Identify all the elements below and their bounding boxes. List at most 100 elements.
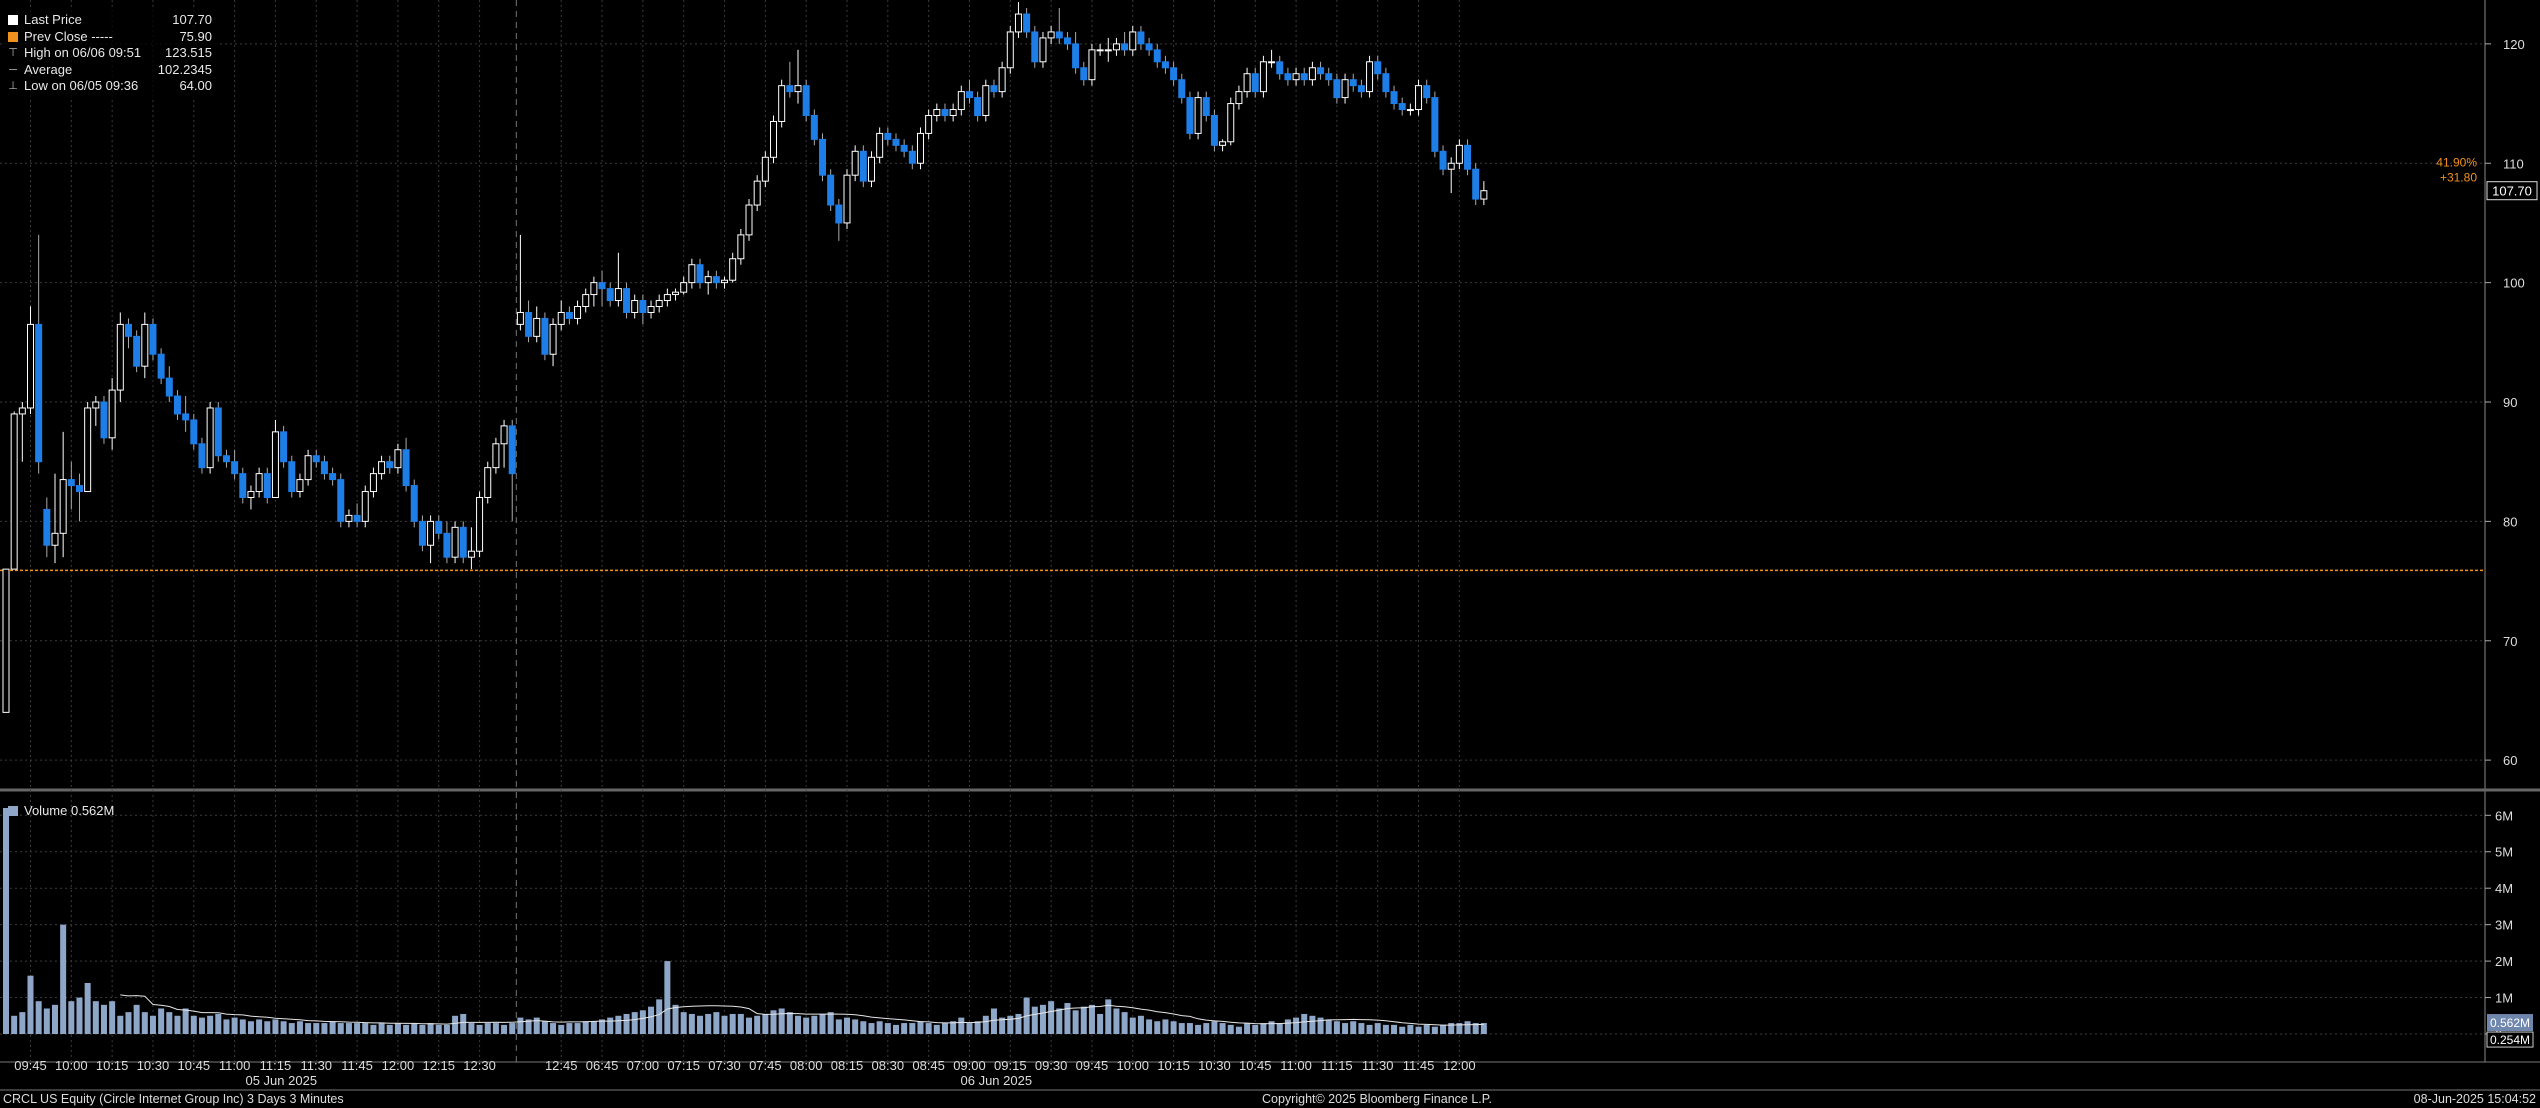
candle	[280, 425, 288, 468]
volume-bar	[648, 1006, 655, 1034]
volume-bar	[215, 1013, 222, 1034]
volume-bar	[639, 1010, 646, 1034]
candle	[925, 109, 933, 140]
time-tick-label: 12:00	[1443, 1058, 1476, 1073]
volume-bar	[1423, 1024, 1430, 1034]
candle-body	[1374, 61, 1382, 75]
candle	[1210, 109, 1218, 152]
candle	[712, 270, 720, 289]
candle	[1308, 61, 1316, 86]
candle	[18, 402, 26, 462]
candle	[655, 294, 663, 313]
candle-body	[467, 550, 475, 558]
volume-swatch	[8, 805, 18, 816]
volume-bar	[19, 1012, 26, 1034]
candle-body	[124, 323, 132, 337]
candle	[345, 509, 353, 528]
date-label: 06 Jun 2025	[961, 1073, 1033, 1088]
volume-bar	[354, 1023, 361, 1034]
candle	[157, 348, 165, 385]
volume-bar	[1039, 1004, 1046, 1034]
candle-body	[394, 449, 402, 469]
candle	[222, 449, 230, 468]
candle	[1423, 79, 1431, 104]
candle	[1251, 67, 1259, 98]
volume-bar	[672, 1004, 679, 1034]
candle-body	[1423, 85, 1431, 99]
candle-body	[1063, 37, 1071, 45]
volume-bar	[1195, 1024, 1202, 1034]
candle-body	[247, 491, 255, 498]
candle-body	[280, 431, 288, 463]
candle-body	[353, 514, 361, 522]
volume-bar	[582, 1021, 589, 1034]
volume-bar	[566, 1023, 573, 1034]
candle-body	[361, 491, 369, 522]
candle-body	[1464, 144, 1472, 170]
candle	[1096, 43, 1104, 56]
volume-bar	[313, 1023, 320, 1034]
volume-bar	[1472, 1023, 1479, 1034]
candle-body	[770, 120, 778, 158]
volume-bar	[207, 1015, 214, 1034]
volume-tick-label: 3M	[2495, 918, 2513, 933]
time-tick-label: 09:30	[1035, 1058, 1068, 1073]
candle	[92, 396, 100, 426]
volume-bar	[925, 1023, 932, 1034]
candle-body	[59, 479, 67, 534]
candle	[867, 151, 875, 188]
time-tick-label: 11:15	[260, 1058, 292, 1073]
candle-body	[1325, 73, 1333, 81]
candle-body	[451, 526, 459, 558]
candle	[916, 127, 924, 170]
candle	[525, 300, 533, 343]
candle	[770, 115, 778, 164]
candle-body	[337, 479, 345, 522]
candle	[1259, 55, 1267, 98]
time-tick-label: 10:30	[1198, 1058, 1231, 1073]
candle	[761, 151, 769, 188]
candle-body	[1170, 67, 1178, 81]
abs-change-label: +31.80	[2440, 171, 2477, 185]
candle-body	[378, 461, 386, 475]
candle-body	[1243, 73, 1251, 93]
candle	[288, 455, 296, 498]
candle-body	[925, 115, 933, 134]
candle	[884, 127, 892, 146]
volume-bar	[1464, 1021, 1471, 1034]
candle-body	[1308, 67, 1316, 81]
volume-bar	[1342, 1023, 1349, 1034]
candle-body	[908, 150, 916, 164]
volume-bar	[941, 1023, 948, 1034]
time-tick-label: 11:00	[219, 1058, 251, 1073]
candle	[745, 199, 753, 241]
volume-bar	[615, 1015, 622, 1034]
volume-bar	[1448, 1023, 1455, 1034]
candle	[418, 515, 426, 552]
time-tick-label: 12:00	[382, 1058, 415, 1073]
candle-body	[557, 311, 565, 325]
volume-bar	[460, 1013, 467, 1034]
candle	[435, 515, 443, 540]
candle-body	[1317, 67, 1325, 75]
average-marker-icon: ─	[9, 63, 17, 76]
volume-bar	[917, 1021, 924, 1034]
volume-bar	[247, 1021, 254, 1034]
candle	[1390, 85, 1398, 110]
copyright-text: Copyright© 2025 Bloomberg Finance L.P.	[1262, 1092, 1492, 1106]
volume-bar	[1170, 1021, 1177, 1034]
volume-bar	[631, 1012, 638, 1034]
time-tick-label: 11:30	[1362, 1058, 1394, 1073]
volume-bar	[223, 1019, 230, 1034]
candle-body	[810, 115, 818, 140]
volume-legend: Volume 0.562M	[8, 803, 114, 818]
candle	[1104, 37, 1112, 62]
candle-body	[173, 395, 181, 415]
candle	[214, 402, 222, 462]
volume-bar	[762, 1013, 769, 1034]
candle-body	[1153, 49, 1161, 63]
candle	[1088, 43, 1096, 86]
candle-body	[1251, 73, 1259, 93]
candle	[394, 443, 402, 474]
